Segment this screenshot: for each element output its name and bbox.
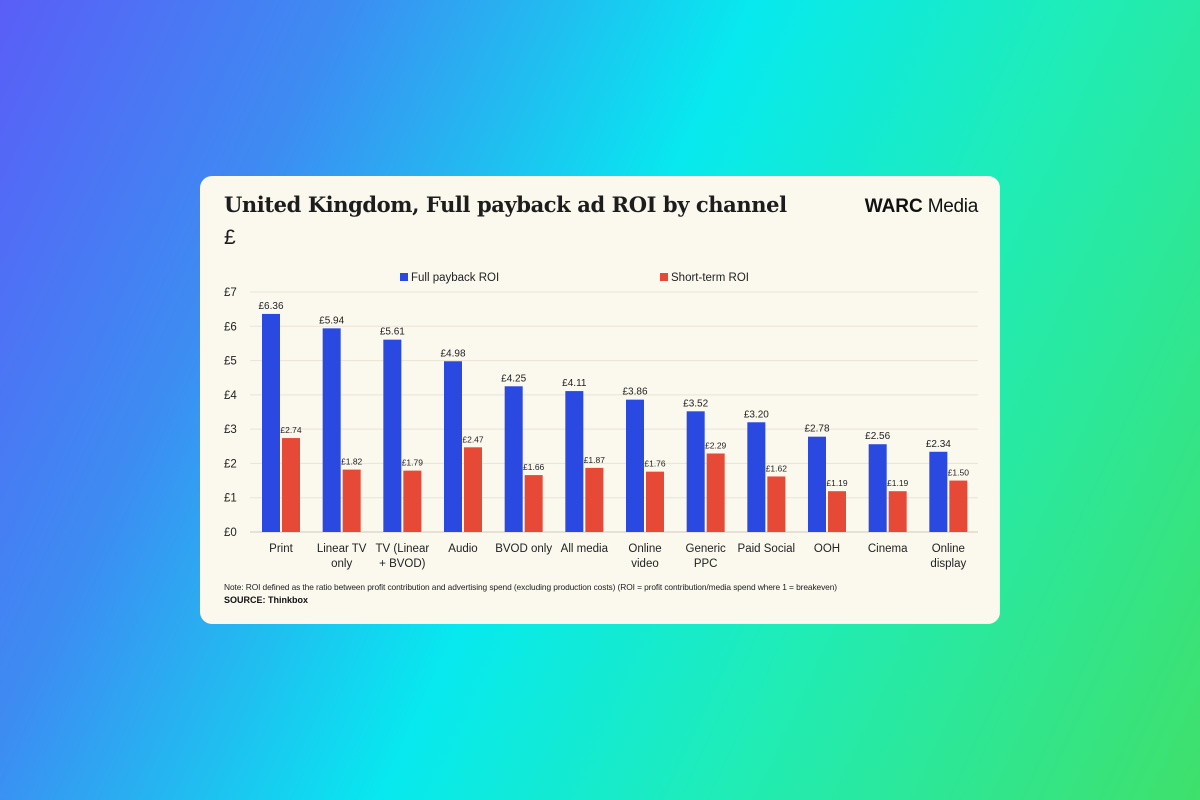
bar-short-term [888,491,907,532]
x-category-label: Online [628,543,661,555]
y-tick-label: £0 [224,527,237,539]
bar-full-payback [626,399,644,532]
x-category-label: Generic [686,543,727,555]
bar-full-payback [444,361,462,532]
data-label: £1.79 [402,458,424,468]
x-category-label: PPC [694,558,718,570]
x-category-label: TV (Linear [375,543,429,555]
bar-short-term [464,447,482,532]
data-label: £4.98 [440,348,465,359]
bar-short-term [767,476,786,532]
x-category-label: Online [932,543,965,555]
bar-full-payback [565,391,584,532]
x-category-label: video [631,558,659,570]
x-category-label: BVOD only [495,543,552,555]
data-label: £4.25 [501,373,526,384]
y-tick-label: £3 [224,424,237,436]
data-label: £2.34 [926,439,951,450]
x-category-label: Linear TV [317,543,367,555]
x-category-label: OOH [814,543,840,555]
bar-full-payback [747,422,766,532]
bar-full-payback [383,339,402,532]
bar-short-term [706,453,725,532]
logo-rest-text: Media [927,196,979,217]
bar-short-term [949,480,968,532]
y-tick-label: £4 [224,390,237,402]
x-category-label: Print [269,543,293,555]
bar-full-payback [929,451,948,532]
bar-short-term [524,475,543,532]
warc-media-logo: WARC Media [864,196,979,218]
data-label: £1.76 [644,459,666,469]
data-label: £2.47 [462,434,484,444]
legend-swatch [660,273,668,281]
data-label: £1.19 [887,478,909,488]
data-label: £4.11 [562,378,587,389]
bar-full-payback [262,313,280,532]
source-name: Thinkbox [268,595,309,605]
bar-full-payback [322,328,341,532]
x-category-label: Audio [448,543,477,555]
bar-full-payback [808,436,826,532]
data-label: £1.50 [948,468,970,478]
x-category-label: All media [561,543,609,555]
data-label: £2.74 [280,425,302,435]
data-label: £3.86 [622,387,647,398]
y-tick-label: £1 [224,493,237,505]
data-label: £3.52 [683,398,708,409]
legend-swatch [400,273,408,281]
chart-note: Note: ROI defined as the ratio between p… [224,582,837,592]
data-label: £1.19 [826,478,848,488]
bar-short-term [828,491,846,532]
bar-short-term [282,438,300,532]
data-label: £2.78 [804,424,829,435]
y-tick-label: £5 [224,356,237,368]
legend-label: Full payback ROI [411,272,499,284]
data-label: £5.61 [380,327,405,338]
bar-full-payback [686,411,705,532]
bar-short-term [403,470,422,532]
data-label: £2.56 [865,431,890,442]
bar-chart: £0 £1 £2 £3 £4 £5 £6 £7 Full payback ROI Short-te… [224,272,978,570]
data-label: £6.36 [258,301,283,312]
bar-short-term [585,467,604,532]
data-label: £1.87 [584,455,606,465]
logo-bold-text: WARC [864,196,923,217]
data-label: £1.66 [523,462,545,472]
data-label: £3.20 [744,409,769,420]
x-category-label: display [930,558,966,570]
chart-card: United Kingdom, Full payback ad ROI by c… [200,176,1000,624]
chart-title: United Kingdom, Full payback ad ROI by c… [224,192,787,217]
bar-short-term [342,469,361,532]
bar-short-term [646,471,664,532]
x-category-label: Paid Social [738,543,796,555]
source-label: SOURCE: [224,595,266,605]
bar-full-payback [868,444,887,532]
data-label: £1.62 [766,463,788,473]
y-tick-label: £6 [224,321,237,333]
x-category-label: only [331,558,352,570]
bar-full-payback [504,386,523,532]
y-tick-label: £7 [224,287,237,299]
data-label: £2.29 [705,440,727,450]
x-category-label: Cinema [868,543,908,555]
unit-label: £ [224,226,236,249]
chart-source: SOURCE: Thinkbox [224,595,308,605]
data-label: £1.82 [341,457,363,467]
legend-label: Short-term ROI [671,272,749,284]
data-label: £5.94 [319,315,344,326]
x-category-label: + BVOD) [379,558,426,570]
y-tick-label: £2 [224,458,237,470]
